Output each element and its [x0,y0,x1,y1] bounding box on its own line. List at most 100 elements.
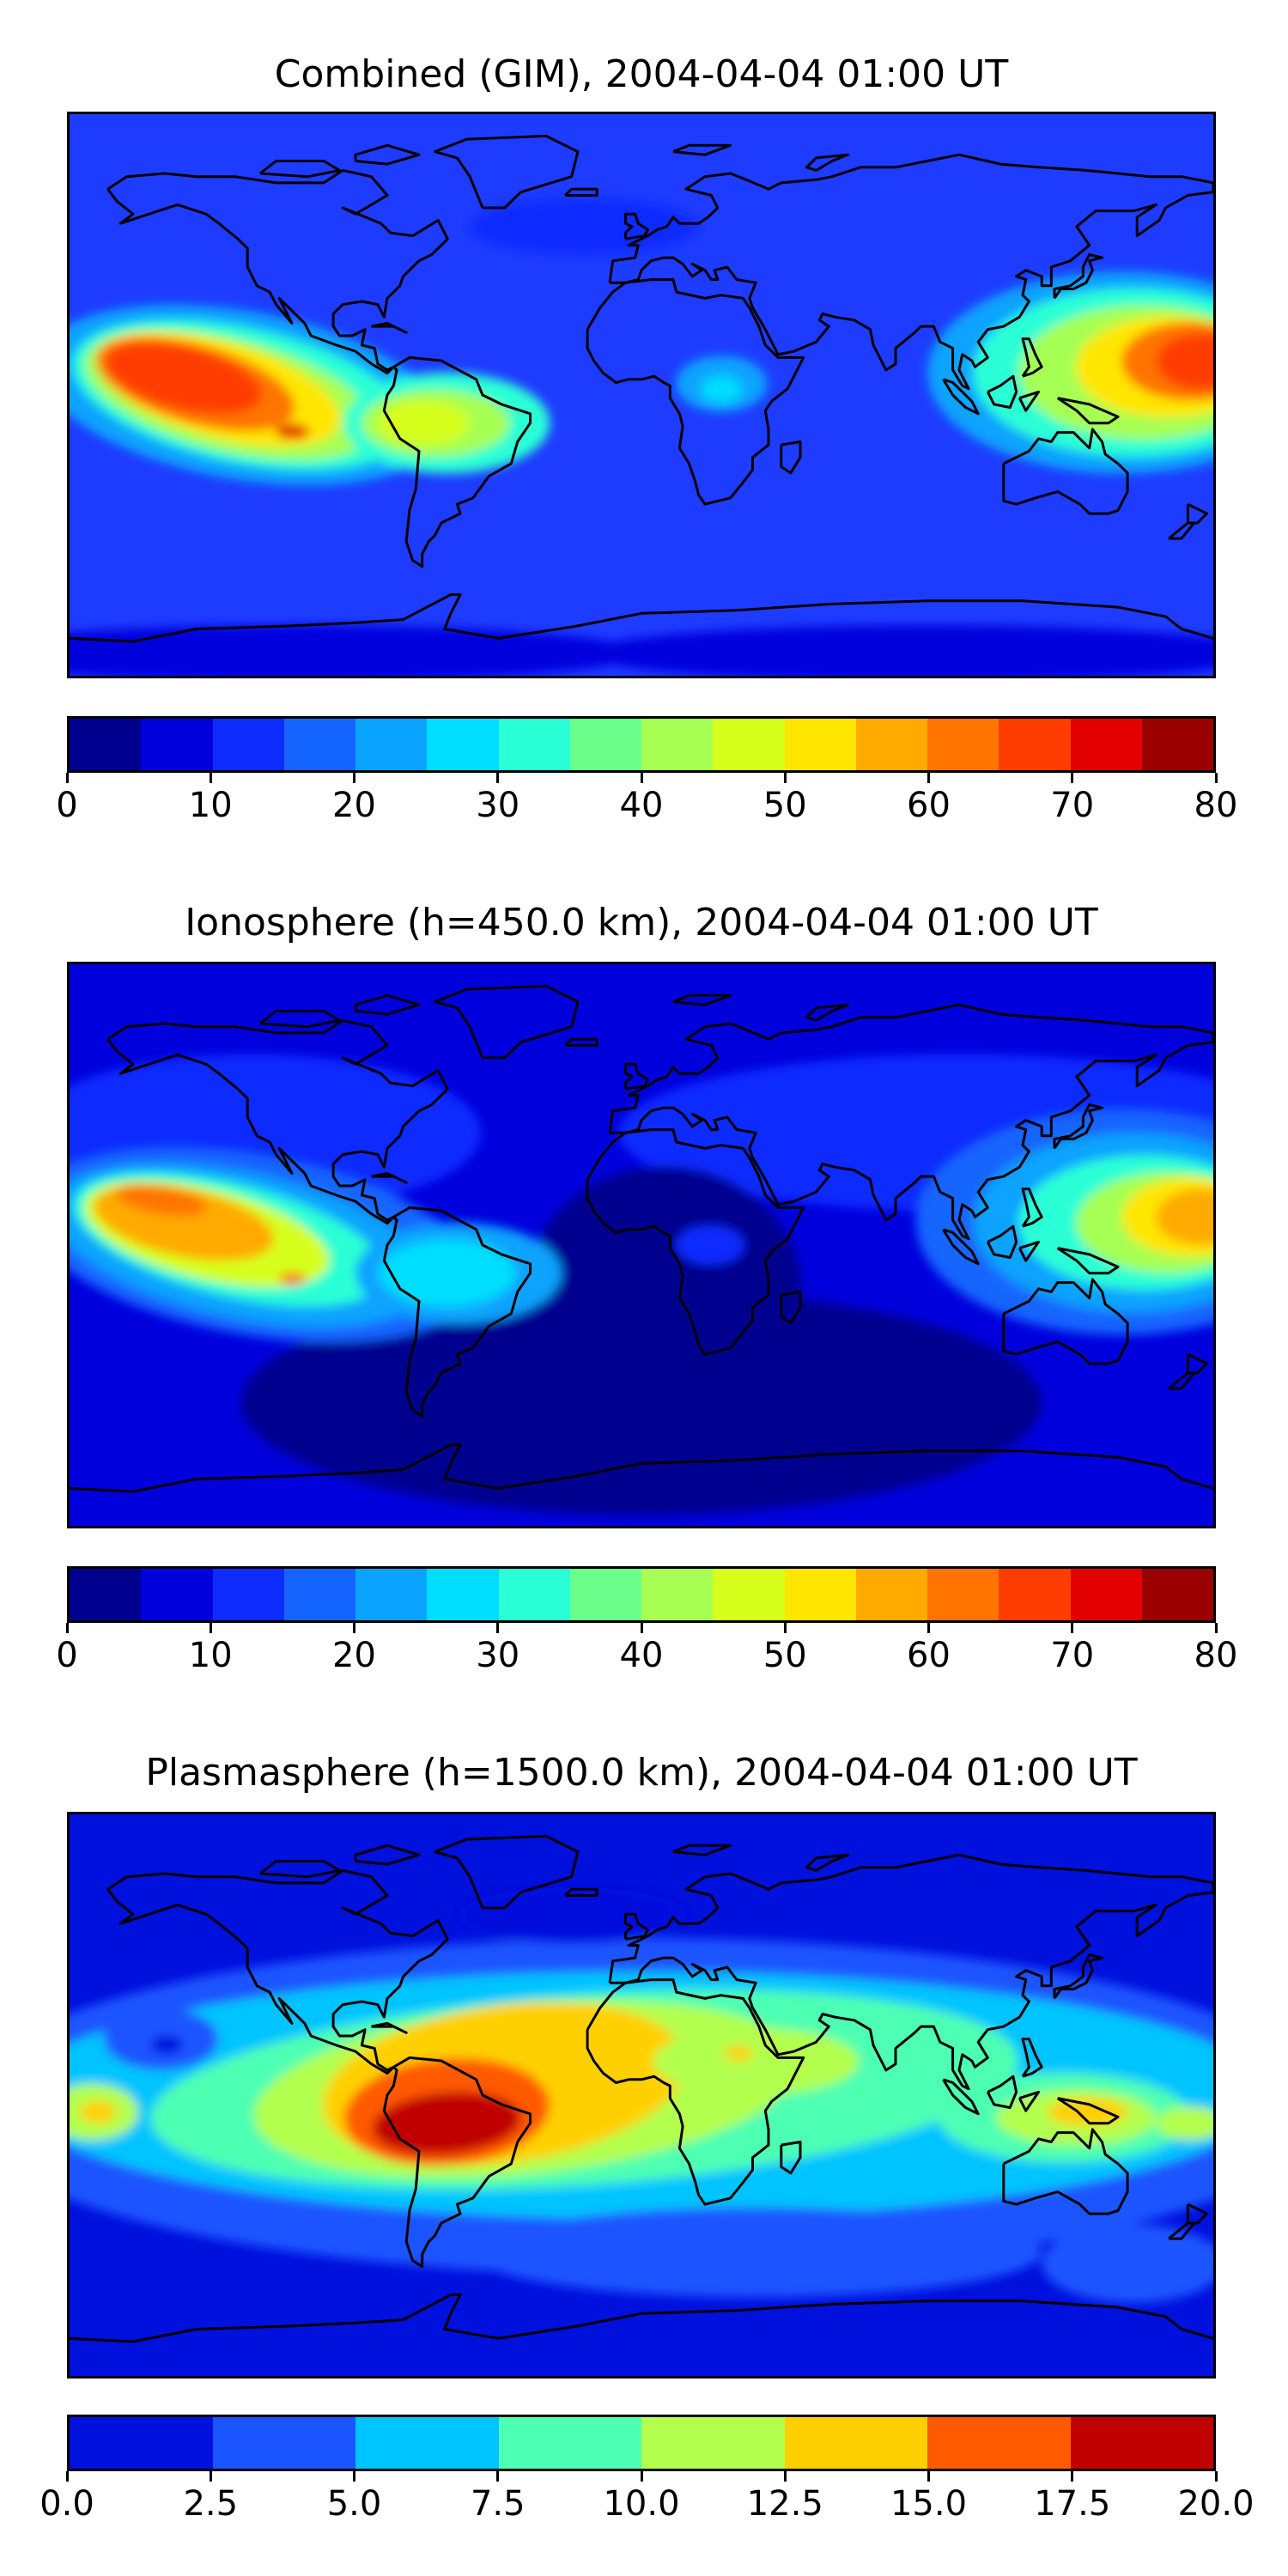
coastline [354,1844,421,1866]
tick-mark [353,1623,355,1633]
coastline [382,2056,532,2269]
coastline [586,1978,805,2206]
colorbar-segment [784,719,856,770]
coastline [106,1868,449,2075]
contour-region [79,2100,117,2123]
tick-label: 20 [332,786,376,825]
tick-mark [209,2471,212,2482]
coastline [259,160,341,179]
contour-region [1156,333,1213,390]
colorbar-segment [70,2417,213,2469]
tick-label: 0.0 [39,2484,94,2524]
colorbar-segment [427,719,499,770]
tick-label: 60 [907,786,951,825]
tick-mark [1214,773,1218,783]
tick-mark [640,773,643,783]
tick-label: 10 [188,1636,233,1675]
tick-mark [927,2471,930,2482]
contour-region [675,1225,744,1265]
tick-mark [496,2471,500,2482]
coastline [942,378,980,416]
coastline [624,212,649,240]
contour-region [526,1166,802,1414]
tick-label: 5.0 [326,2484,382,2524]
contour-region [150,2035,183,2054]
contour-region [278,1273,307,1285]
contour-region [378,1239,516,1307]
coastline [672,143,732,156]
tick-mark [640,1623,643,1633]
colorbar-segment [927,719,999,770]
coastline [608,153,1213,391]
tick-mark [927,773,930,783]
coastlines [70,1834,1213,2343]
tick-label: 15.0 [890,2484,968,2524]
map-combined [67,112,1216,678]
coastline [805,1853,849,1872]
colorbar-segment [70,719,142,770]
colorbar-segment [713,719,785,770]
coastline [434,134,580,210]
coastline [672,1844,732,1856]
colorbar-ticks-ionosphere: 0 10 20 30 40 50 60 70 80 [56,1623,1237,1675]
tick-label: 7.5 [470,2484,526,2524]
coastlines [70,134,1213,643]
coastline [1186,2202,1209,2225]
tick-label: 0 [56,1636,78,1675]
coastline [1168,1371,1196,1390]
coastline [1053,1103,1103,1150]
colorbar-segment [498,719,570,770]
tick-mark [783,2471,787,2482]
contour-region [470,2207,1042,2298]
colorbar-segment [212,719,284,770]
contour-fill-layer [70,198,1213,676]
coastline [1002,1278,1129,1365]
tick-label: 0 [56,786,78,825]
tick-label: 50 [762,1636,807,1675]
tick-label: 30 [476,1636,520,1675]
coastline [70,1443,1213,1493]
coastline [371,2021,408,2034]
coastline [434,1834,580,1910]
colorbar-segment [927,1569,999,1620]
tick-mark [1071,1623,1074,1633]
tick-mark [1071,773,1074,783]
coastline [608,1853,1213,2091]
colorbar-segment [355,719,428,770]
tick-label: 80 [1194,786,1238,825]
coastline [1018,390,1040,412]
tick-mark [353,2471,355,2482]
contour-fill-layer [70,1054,1213,1515]
tick-mark [1214,1623,1218,1633]
map-canvas [70,964,1213,1526]
coastline [586,278,805,506]
contour-region [653,2027,860,2095]
coastline [780,2141,802,2175]
coastline [986,374,1018,409]
tick-label: 12.5 [746,2484,823,2524]
colorbar-segment [1070,719,1142,770]
colorbar-plasmasphere [67,2415,1216,2471]
tick-label: 70 [1050,1636,1095,1675]
coastline [1056,1247,1120,1275]
coastline [586,1128,805,1356]
colorbar-segment [70,1569,142,1620]
tick-label: 50 [762,786,807,825]
coastline [1018,1240,1040,1262]
contour-region [378,400,471,446]
colorbar-segment [1141,1569,1213,1620]
map-canvas [70,114,1213,676]
tick-mark [783,1623,787,1633]
coastline [986,1224,1018,1259]
coastline [371,1171,408,1184]
coastline [672,993,732,1006]
coastline [564,187,598,197]
coastline [1186,502,1209,525]
coastline [1186,1352,1209,1375]
tick-mark [1214,2471,1218,2482]
coastline [1053,253,1103,300]
coastline [1056,397,1120,425]
coastline [624,1912,649,1941]
coastline [1021,1188,1043,1228]
coastlines [70,984,1213,1493]
